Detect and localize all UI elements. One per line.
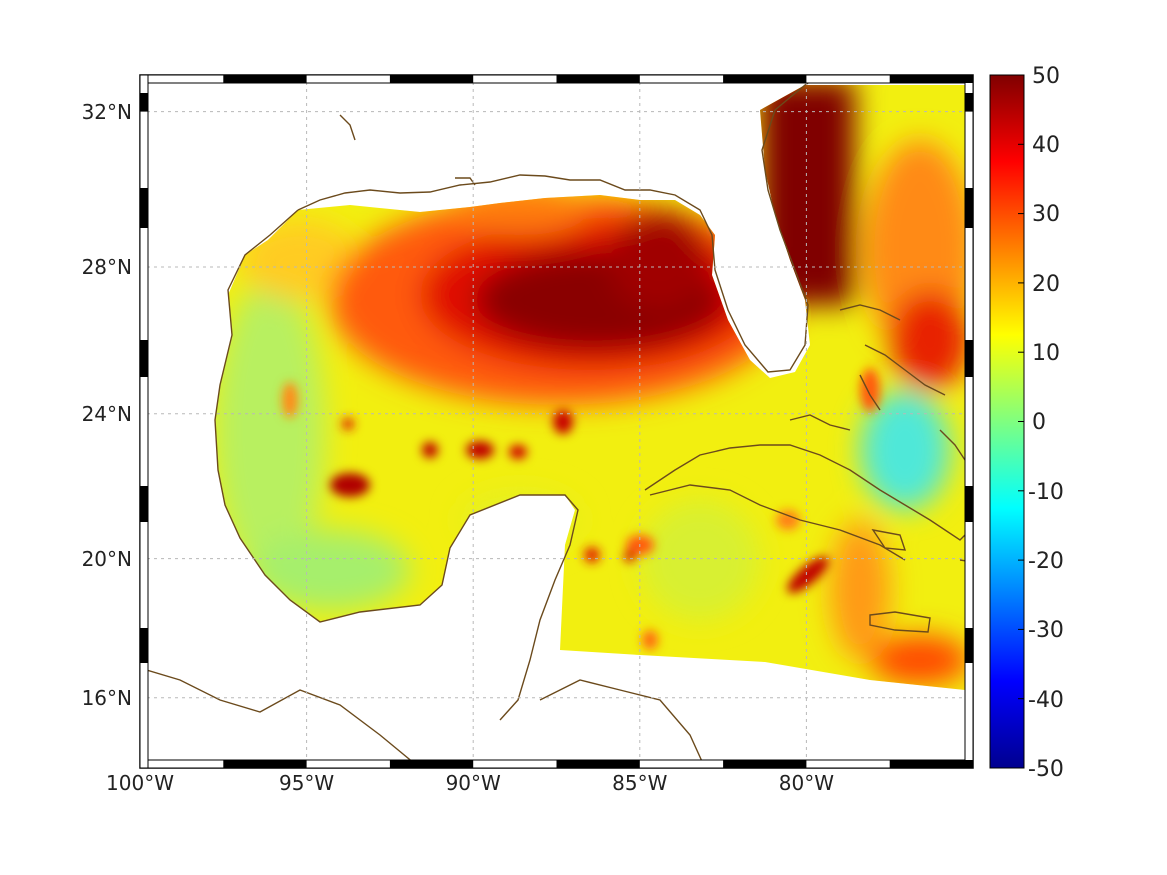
lon-tick-label: 90°W [446, 771, 501, 795]
map-grid [140, 75, 973, 768]
colorbar-tick-label: -30 [1028, 618, 1064, 643]
colorbar-tick-label: 0 [1032, 410, 1046, 435]
lon-tick-label: 80°W [779, 771, 834, 795]
colorbar-tick-label: 20 [1032, 272, 1060, 297]
lon-tick-label: 95°W [279, 771, 334, 795]
lat-tick-label: 16°N [82, 686, 132, 710]
colorbar-tick-label: 40 [1032, 133, 1060, 158]
lat-tick-label: 20°N [82, 547, 132, 571]
coastline [140, 75, 973, 768]
y-axis-ticks: 16°N 20°N 24°N 28°N 32°N [82, 100, 132, 710]
lon-tick-label: 85°W [612, 771, 667, 795]
colorbar-tick-label: 30 [1032, 202, 1060, 227]
colorbar-tick-label: -50 [1028, 757, 1064, 782]
x-axis-ticks: 100°W 95°W 90°W 85°W 80°W [106, 771, 834, 795]
colorbar-ticks [1018, 143, 1024, 700]
lat-tick-label: 32°N [82, 100, 132, 124]
colorbar-tick-label: -40 [1028, 688, 1064, 713]
colorbar-tick-label: 50 [1032, 64, 1060, 89]
lat-tick-label: 28°N [82, 255, 132, 279]
colorbar: 50 40 30 20 10 0 -10 -20 -30 -40 -50 [989, 64, 1064, 782]
colorbar-tick-label: -10 [1028, 480, 1064, 505]
lon-tick-label: 100°W [106, 771, 174, 795]
colorbar-tick-label: -20 [1028, 549, 1064, 574]
map-frame [139, 74, 974, 769]
lat-tick-label: 24°N [82, 402, 132, 426]
colorbar-tick-label: 10 [1032, 341, 1060, 366]
